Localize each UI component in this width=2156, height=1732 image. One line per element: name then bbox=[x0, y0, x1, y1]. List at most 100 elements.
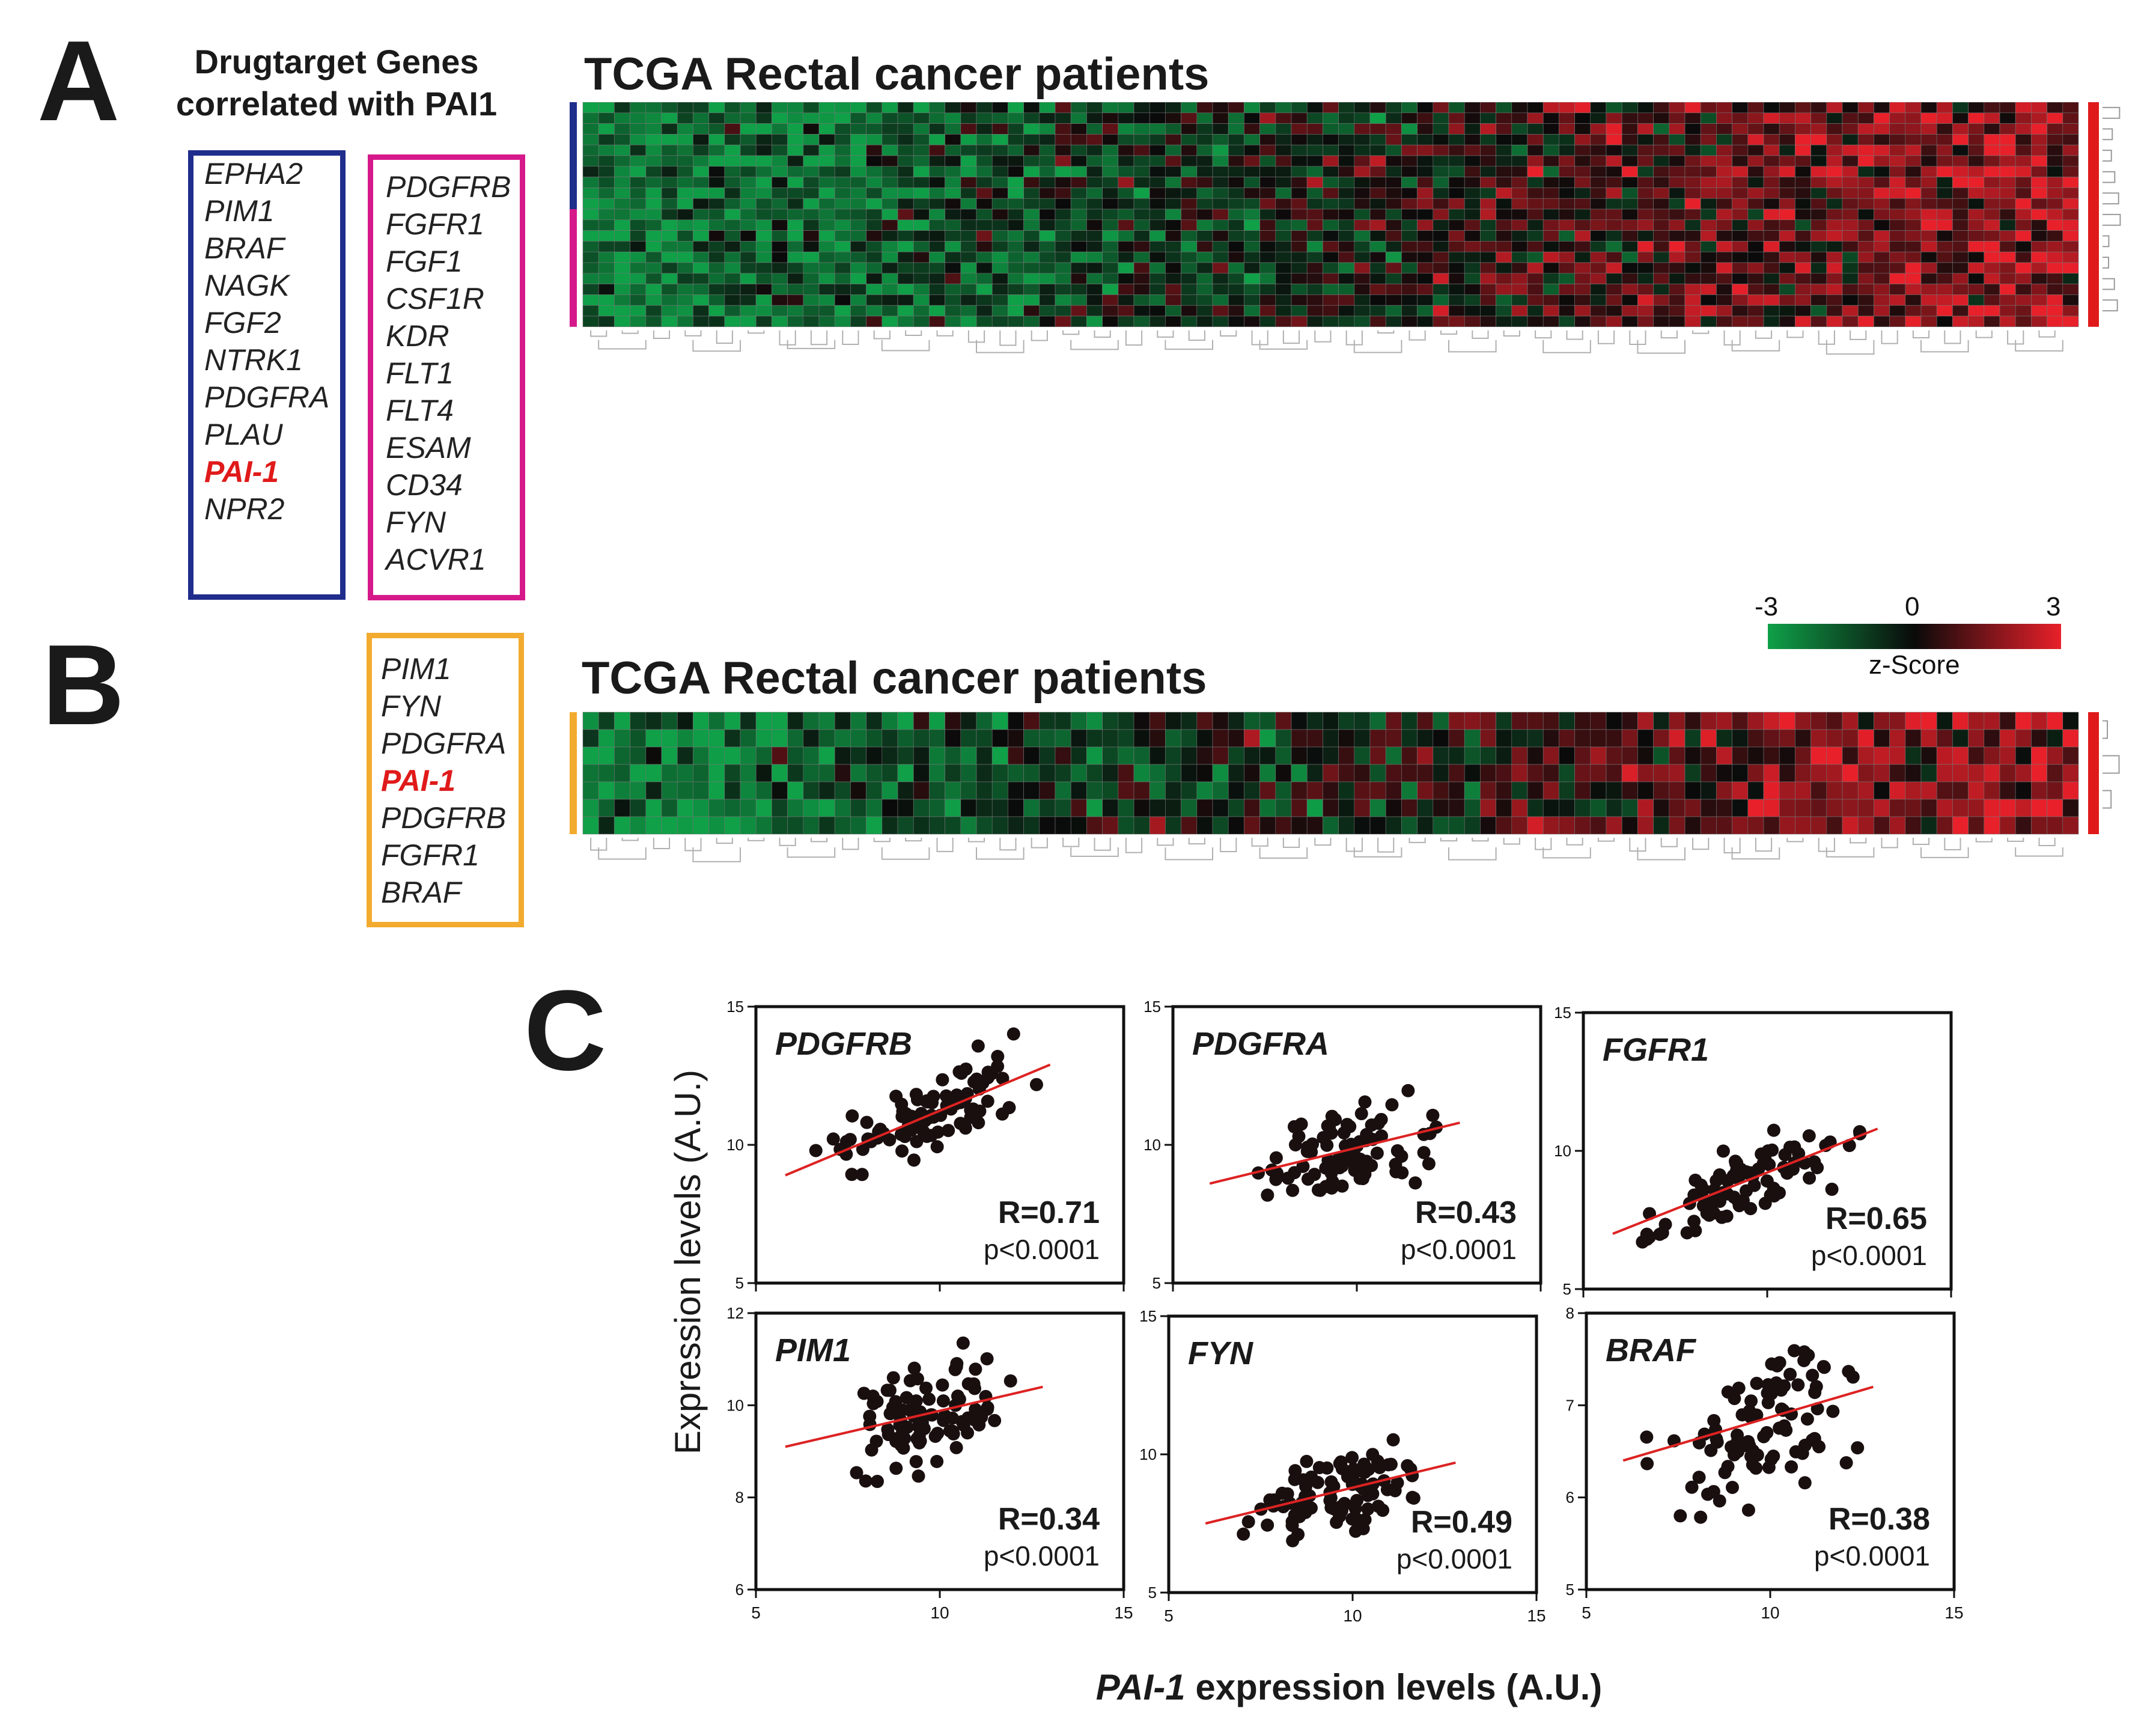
x-tick-label: 5 bbox=[1164, 1606, 1174, 1625]
data-point bbox=[969, 1362, 982, 1376]
data-point bbox=[869, 1435, 883, 1448]
data-point bbox=[1401, 1084, 1415, 1097]
x-axis-label-gene: PAI-1 bbox=[1096, 1667, 1186, 1707]
data-point bbox=[964, 1103, 978, 1117]
heatmap-cells bbox=[582, 102, 2079, 328]
data-point bbox=[1825, 1182, 1839, 1196]
data-point bbox=[980, 1352, 994, 1366]
data-point bbox=[1372, 1117, 1386, 1130]
gene-label: FGF1 bbox=[386, 245, 463, 278]
scatter-plot-pdgfra: 5 10 15 PDGFRA R=0.43 p<0.0001 bbox=[1143, 998, 1542, 1292]
gene-title: PDGFRA bbox=[1192, 1026, 1329, 1062]
data-point bbox=[930, 1454, 944, 1468]
data-point bbox=[1713, 1494, 1726, 1508]
data-point bbox=[1405, 1490, 1419, 1504]
data-point bbox=[1269, 1151, 1283, 1165]
data-point bbox=[988, 1413, 1002, 1427]
data-point bbox=[896, 1105, 910, 1118]
data-point bbox=[922, 1392, 936, 1406]
x-tick-label: 10 bbox=[1761, 1603, 1779, 1622]
p-value: p<0.0001 bbox=[984, 1540, 1100, 1572]
data-point bbox=[1640, 1430, 1654, 1444]
data-point bbox=[855, 1168, 869, 1182]
data-point bbox=[912, 1469, 925, 1483]
data-point bbox=[882, 1428, 895, 1442]
x-tick-label: 5 bbox=[1582, 1603, 1591, 1622]
data-point bbox=[951, 1389, 964, 1403]
p-value: p<0.0001 bbox=[1811, 1240, 1927, 1271]
data-point bbox=[961, 1377, 975, 1391]
data-point bbox=[1689, 1224, 1702, 1237]
data-point bbox=[961, 1411, 975, 1425]
data-point bbox=[1765, 1143, 1779, 1157]
data-point bbox=[1330, 1516, 1344, 1529]
p-value: p<0.0001 bbox=[1396, 1543, 1512, 1575]
data-point bbox=[1798, 1476, 1812, 1490]
data-point bbox=[913, 1435, 927, 1448]
data-point bbox=[1728, 1392, 1741, 1406]
x-tick-label: 10 bbox=[1343, 1606, 1362, 1625]
data-point bbox=[860, 1115, 874, 1129]
data-point bbox=[1721, 1460, 1735, 1474]
data-point bbox=[845, 1109, 859, 1123]
data-point bbox=[1760, 1426, 1774, 1439]
data-point bbox=[920, 1129, 934, 1143]
gene-title: FGFR1 bbox=[1603, 1032, 1709, 1068]
data-point bbox=[1327, 1502, 1341, 1516]
y-tick-label: 5 bbox=[1148, 1584, 1157, 1602]
data-point bbox=[1241, 1515, 1255, 1529]
data-point bbox=[910, 1093, 924, 1106]
data-point bbox=[949, 1360, 963, 1374]
data-point bbox=[1320, 1138, 1334, 1152]
y-tick-label: 6 bbox=[735, 1581, 744, 1599]
data-point bbox=[1640, 1457, 1654, 1471]
data-point bbox=[1390, 1144, 1404, 1157]
data-point bbox=[1839, 1456, 1853, 1470]
gene-label: FGF2 bbox=[204, 306, 281, 340]
data-point bbox=[1720, 1209, 1734, 1223]
gene-title: PIM1 bbox=[775, 1332, 851, 1368]
data-point bbox=[1261, 1518, 1274, 1532]
data-point bbox=[1694, 1178, 1708, 1192]
data-point bbox=[1319, 1180, 1333, 1194]
y-tick-label: 10 bbox=[726, 1136, 744, 1154]
data-point bbox=[1349, 1524, 1363, 1538]
gene-label: ACVR1 bbox=[386, 543, 486, 576]
data-point bbox=[1773, 1421, 1786, 1435]
data-point bbox=[1325, 1109, 1339, 1123]
p-value: p<0.0001 bbox=[984, 1234, 1100, 1265]
data-point bbox=[1358, 1095, 1372, 1109]
gene-label: CD34 bbox=[386, 468, 463, 502]
gene-label: NAGK bbox=[204, 269, 290, 302]
scatter-plot-pim1: 6 8 10 12 5 10 15 PIM1 R=0.34p<0.0001 bbox=[726, 1304, 1133, 1622]
header-line-2: correlated with PAI1 bbox=[175, 85, 498, 123]
data-point bbox=[1806, 1433, 1820, 1447]
data-point bbox=[809, 1144, 823, 1157]
data-point bbox=[936, 1073, 949, 1087]
data-point bbox=[1725, 1481, 1739, 1495]
data-point bbox=[907, 1153, 921, 1167]
data-point bbox=[1345, 1512, 1359, 1526]
data-point bbox=[942, 1124, 955, 1138]
r-value: R=0.65 bbox=[1826, 1201, 1927, 1236]
data-point bbox=[1747, 1179, 1761, 1192]
data-point bbox=[1320, 1461, 1334, 1475]
data-point bbox=[1702, 1209, 1716, 1222]
data-point bbox=[1713, 1168, 1726, 1182]
data-point bbox=[961, 1426, 975, 1440]
gene-label: FYN bbox=[386, 505, 446, 539]
y-tick-label: 5 bbox=[735, 1274, 744, 1292]
data-point bbox=[1299, 1480, 1313, 1493]
data-point bbox=[1426, 1108, 1440, 1122]
gene-label: BRAF bbox=[204, 231, 285, 265]
data-point bbox=[972, 1418, 986, 1432]
data-point bbox=[949, 1441, 963, 1454]
data-point bbox=[870, 1395, 884, 1409]
data-point bbox=[1324, 1126, 1338, 1140]
x-tick-label: 15 bbox=[1527, 1606, 1545, 1625]
data-point bbox=[1331, 1153, 1345, 1166]
data-point bbox=[909, 1455, 923, 1469]
data-point bbox=[871, 1475, 885, 1489]
y-tick-label: 15 bbox=[1554, 1004, 1571, 1022]
p-value: p<0.0001 bbox=[1401, 1234, 1517, 1265]
